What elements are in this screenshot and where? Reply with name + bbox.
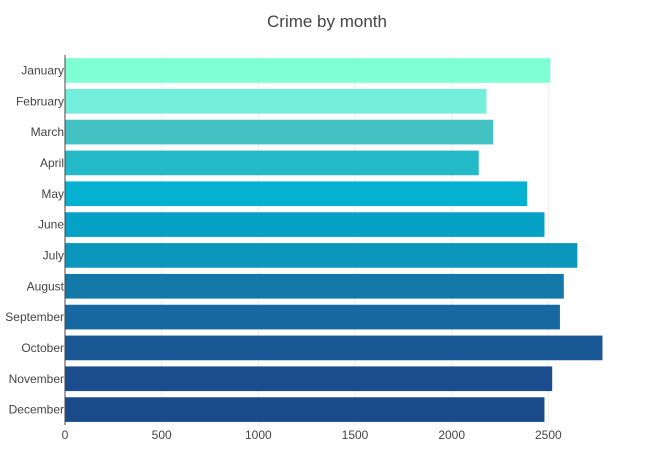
x-tick-label: 2500	[535, 428, 562, 442]
chart-title: Crime by month	[267, 12, 387, 31]
bar-january[interactable]	[65, 58, 551, 83]
bar-december[interactable]	[65, 397, 545, 422]
y-tick-label: February	[16, 94, 64, 108]
y-tick-label: March	[31, 125, 64, 139]
y-tick-label: April	[40, 156, 64, 170]
bar-april[interactable]	[65, 150, 479, 176]
y-tick-label: October	[21, 341, 64, 355]
bar-september[interactable]	[65, 304, 560, 330]
x-tick-label: 2000	[438, 428, 465, 442]
y-tick-label: December	[9, 403, 64, 417]
bars	[65, 58, 603, 422]
bar-march[interactable]	[65, 119, 494, 145]
y-tick-label: August	[27, 279, 65, 293]
y-tick-label: May	[41, 187, 64, 201]
bar-july[interactable]	[65, 243, 578, 268]
y-tick-label: November	[9, 372, 64, 386]
y-tick-label: July	[43, 248, 64, 262]
bar-october[interactable]	[65, 335, 603, 361]
bar-august[interactable]	[65, 273, 564, 299]
x-tick-labels: 0 500 1000 1500 2000 2500	[62, 428, 562, 442]
y-tick-labels: January February March April May June July Augu…	[5, 63, 64, 416]
x-tick-label: 0	[62, 428, 69, 442]
x-tick-label: 1500	[342, 428, 369, 442]
x-tick-label: 500	[152, 428, 172, 442]
y-tick-label: June	[38, 218, 64, 232]
bar-june[interactable]	[65, 212, 545, 237]
gridlines	[161, 55, 549, 425]
bar-february[interactable]	[65, 88, 487, 114]
bar-november[interactable]	[65, 366, 553, 392]
bar-may[interactable]	[65, 181, 528, 207]
y-tick-label: January	[21, 63, 64, 77]
x-tick-label: 1000	[245, 428, 272, 442]
y-tick-label: September	[5, 310, 64, 324]
